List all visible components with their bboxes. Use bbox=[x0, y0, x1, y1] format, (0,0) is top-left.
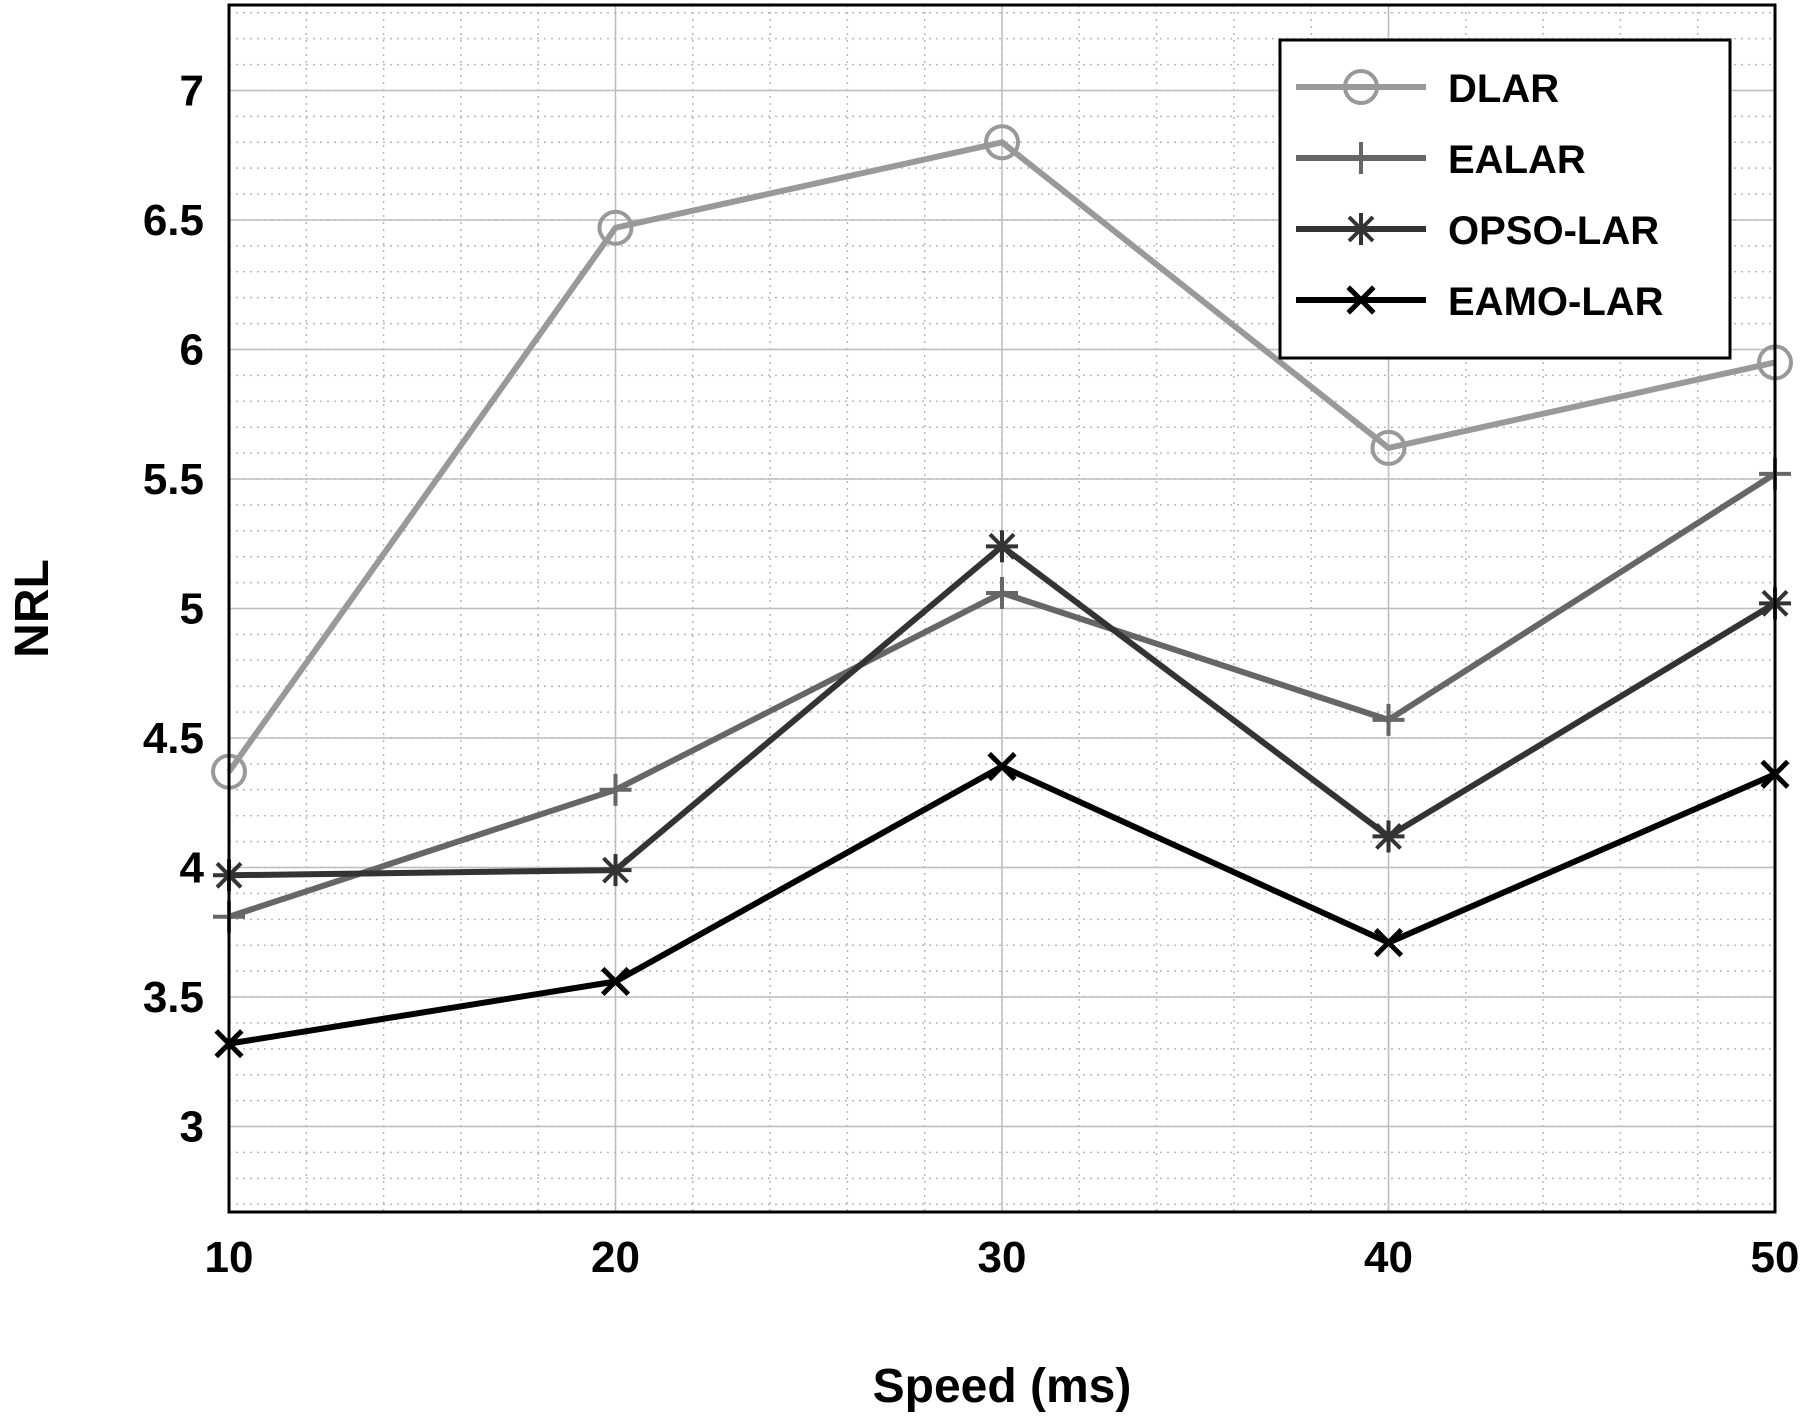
marker-stroke bbox=[1375, 823, 1402, 850]
data-point-ealar bbox=[599, 773, 632, 806]
x-tick-label: 40 bbox=[1364, 1233, 1413, 1282]
marker-stroke bbox=[1347, 215, 1375, 243]
y-tick-label: 4.5 bbox=[143, 714, 204, 763]
x-tick-label: 50 bbox=[1751, 1233, 1800, 1282]
legend-item-opso-lar: OPSO-LAR bbox=[1296, 209, 1659, 253]
marker-stroke bbox=[988, 532, 1016, 560]
y-tick-label: 3.5 bbox=[143, 973, 204, 1022]
y-tick-label: 6 bbox=[180, 325, 204, 374]
marker-stroke bbox=[600, 966, 631, 997]
y-axis-title: NRL bbox=[6, 559, 59, 658]
series-layer bbox=[211, 124, 1793, 1059]
marker-stroke bbox=[602, 856, 629, 884]
marker-stroke bbox=[987, 751, 1017, 782]
y-tick-label: 5.5 bbox=[143, 455, 204, 504]
legend-marker bbox=[1343, 69, 1379, 105]
data-point-eamo-lar bbox=[600, 966, 631, 997]
y-tick-label: 6.5 bbox=[143, 196, 204, 245]
data-point-dlar bbox=[1370, 429, 1407, 466]
legend-label: EAMO-LAR bbox=[1448, 280, 1664, 324]
data-point-opso-lar bbox=[1372, 820, 1405, 853]
series-line-dlar bbox=[226, 139, 1776, 774]
data-point-ealar bbox=[1372, 703, 1405, 736]
legend-marker bbox=[1345, 213, 1377, 245]
legend-label: OPSO-LAR bbox=[1448, 209, 1659, 253]
y-tick-label: 7 bbox=[180, 66, 204, 115]
legend: DLAR EALAR OPSO-LAR EAMO-LAR bbox=[1278, 38, 1732, 360]
tick-labels: 10 20 30 40 50 3 3.5 4 4.5 5 5.5 6 6.5 7 bbox=[143, 66, 1800, 1282]
y-tick-label: 3 bbox=[180, 1103, 204, 1152]
legend-label: DLAR bbox=[1448, 67, 1559, 111]
data-point-dlar bbox=[984, 124, 1020, 161]
legend-item-eamo-lar: EAMO-LAR bbox=[1296, 280, 1664, 324]
legend-marker bbox=[1346, 285, 1376, 315]
data-point-opso-lar bbox=[599, 854, 632, 887]
y-tick-label: 5 bbox=[180, 585, 204, 634]
data-point-eamo-lar bbox=[1373, 928, 1404, 958]
legend-item-dlar: DLAR bbox=[1296, 67, 1559, 111]
data-point-opso-lar bbox=[986, 530, 1018, 563]
data-point-eamo-lar bbox=[987, 751, 1017, 782]
data-point-dlar bbox=[597, 209, 634, 246]
marker-stroke bbox=[1346, 285, 1376, 315]
marker-stroke bbox=[1373, 928, 1404, 958]
x-tick-label: 30 bbox=[978, 1233, 1027, 1282]
x-tick-label: 10 bbox=[205, 1233, 254, 1282]
legend-marker bbox=[1345, 142, 1377, 174]
y-tick-label: 4 bbox=[180, 844, 205, 893]
legend-label: EALAR bbox=[1448, 138, 1586, 182]
legend-item-ealar: EALAR bbox=[1296, 138, 1586, 182]
data-point-ealar bbox=[986, 576, 1018, 609]
x-axis-title: Speed (ms) bbox=[873, 1360, 1132, 1413]
x-tick-label: 20 bbox=[591, 1233, 640, 1282]
plot-frame bbox=[227, 3, 1777, 1214]
